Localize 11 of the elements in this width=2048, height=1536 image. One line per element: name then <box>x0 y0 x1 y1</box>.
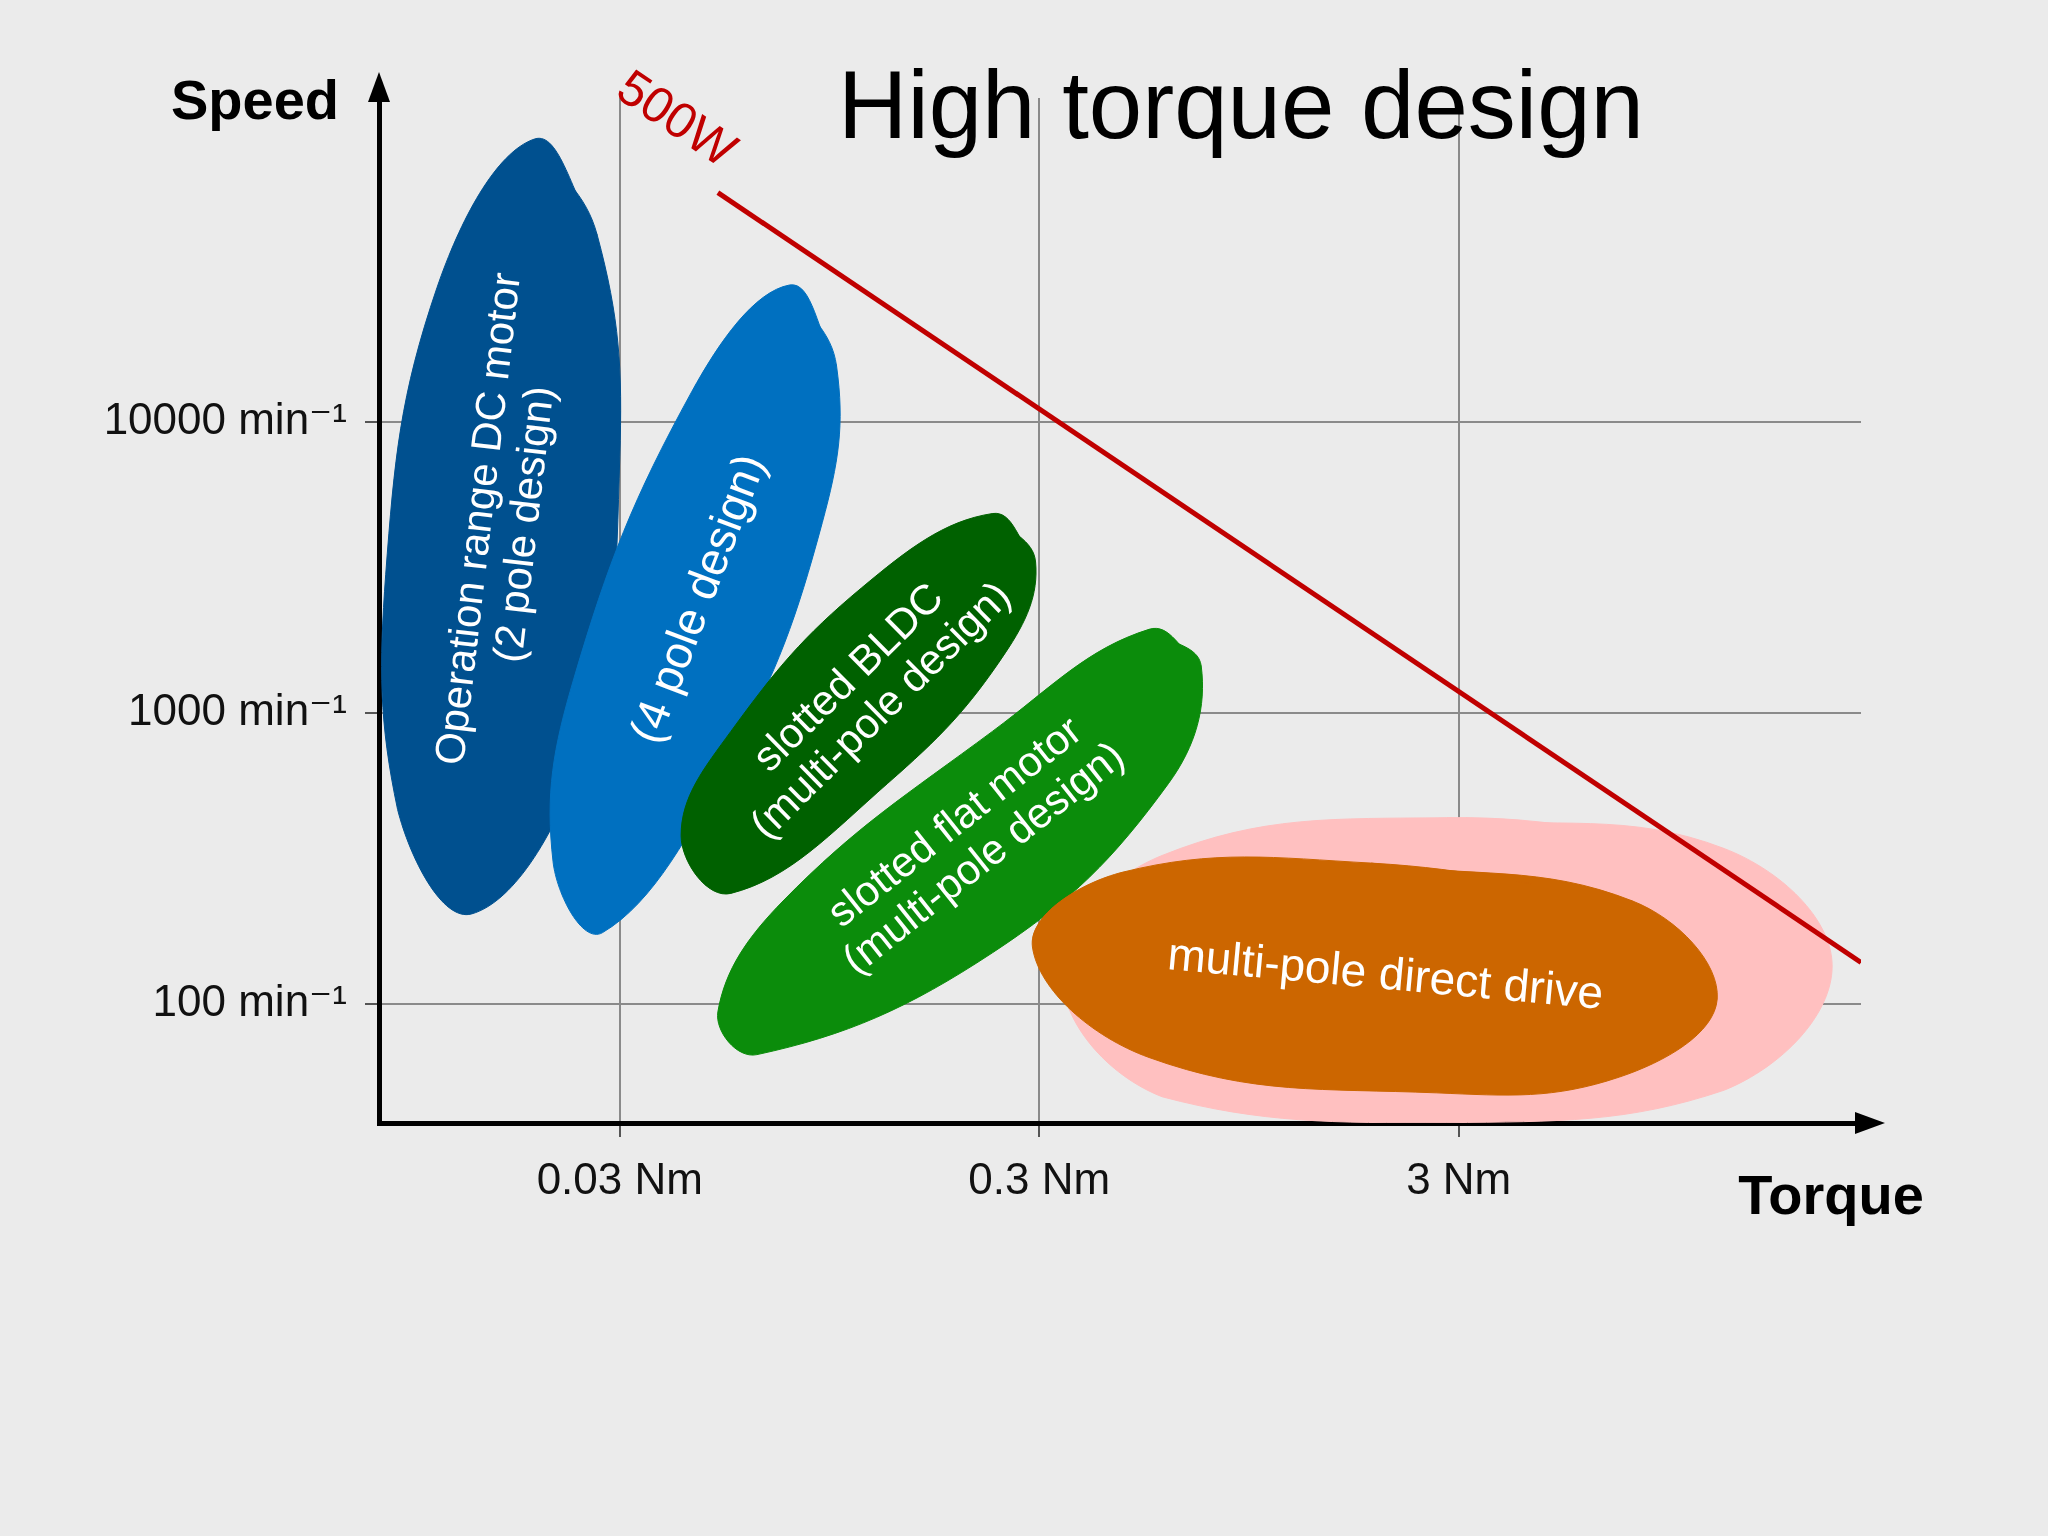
y-tick-label: 1000 min⁻¹ <box>128 685 347 735</box>
y-tick-label: 100 min⁻¹ <box>152 976 347 1026</box>
chart-title: High torque design <box>838 51 1644 159</box>
y-tick-label: 10000 min⁻¹ <box>103 394 347 444</box>
x-tick-label: 0.03 Nm <box>536 1153 703 1203</box>
y-axis-title: Speed <box>170 68 339 132</box>
x-tick-label: 0.3 Nm <box>968 1153 1111 1203</box>
x-tick-label: 3 Nm <box>1406 1153 1512 1203</box>
series-label: multi-pole direct drive <box>1165 927 1606 1019</box>
series-label: Operation range DC motor (2 pole design) <box>425 270 563 768</box>
x-axis-title: Torque <box>1738 1163 1924 1227</box>
